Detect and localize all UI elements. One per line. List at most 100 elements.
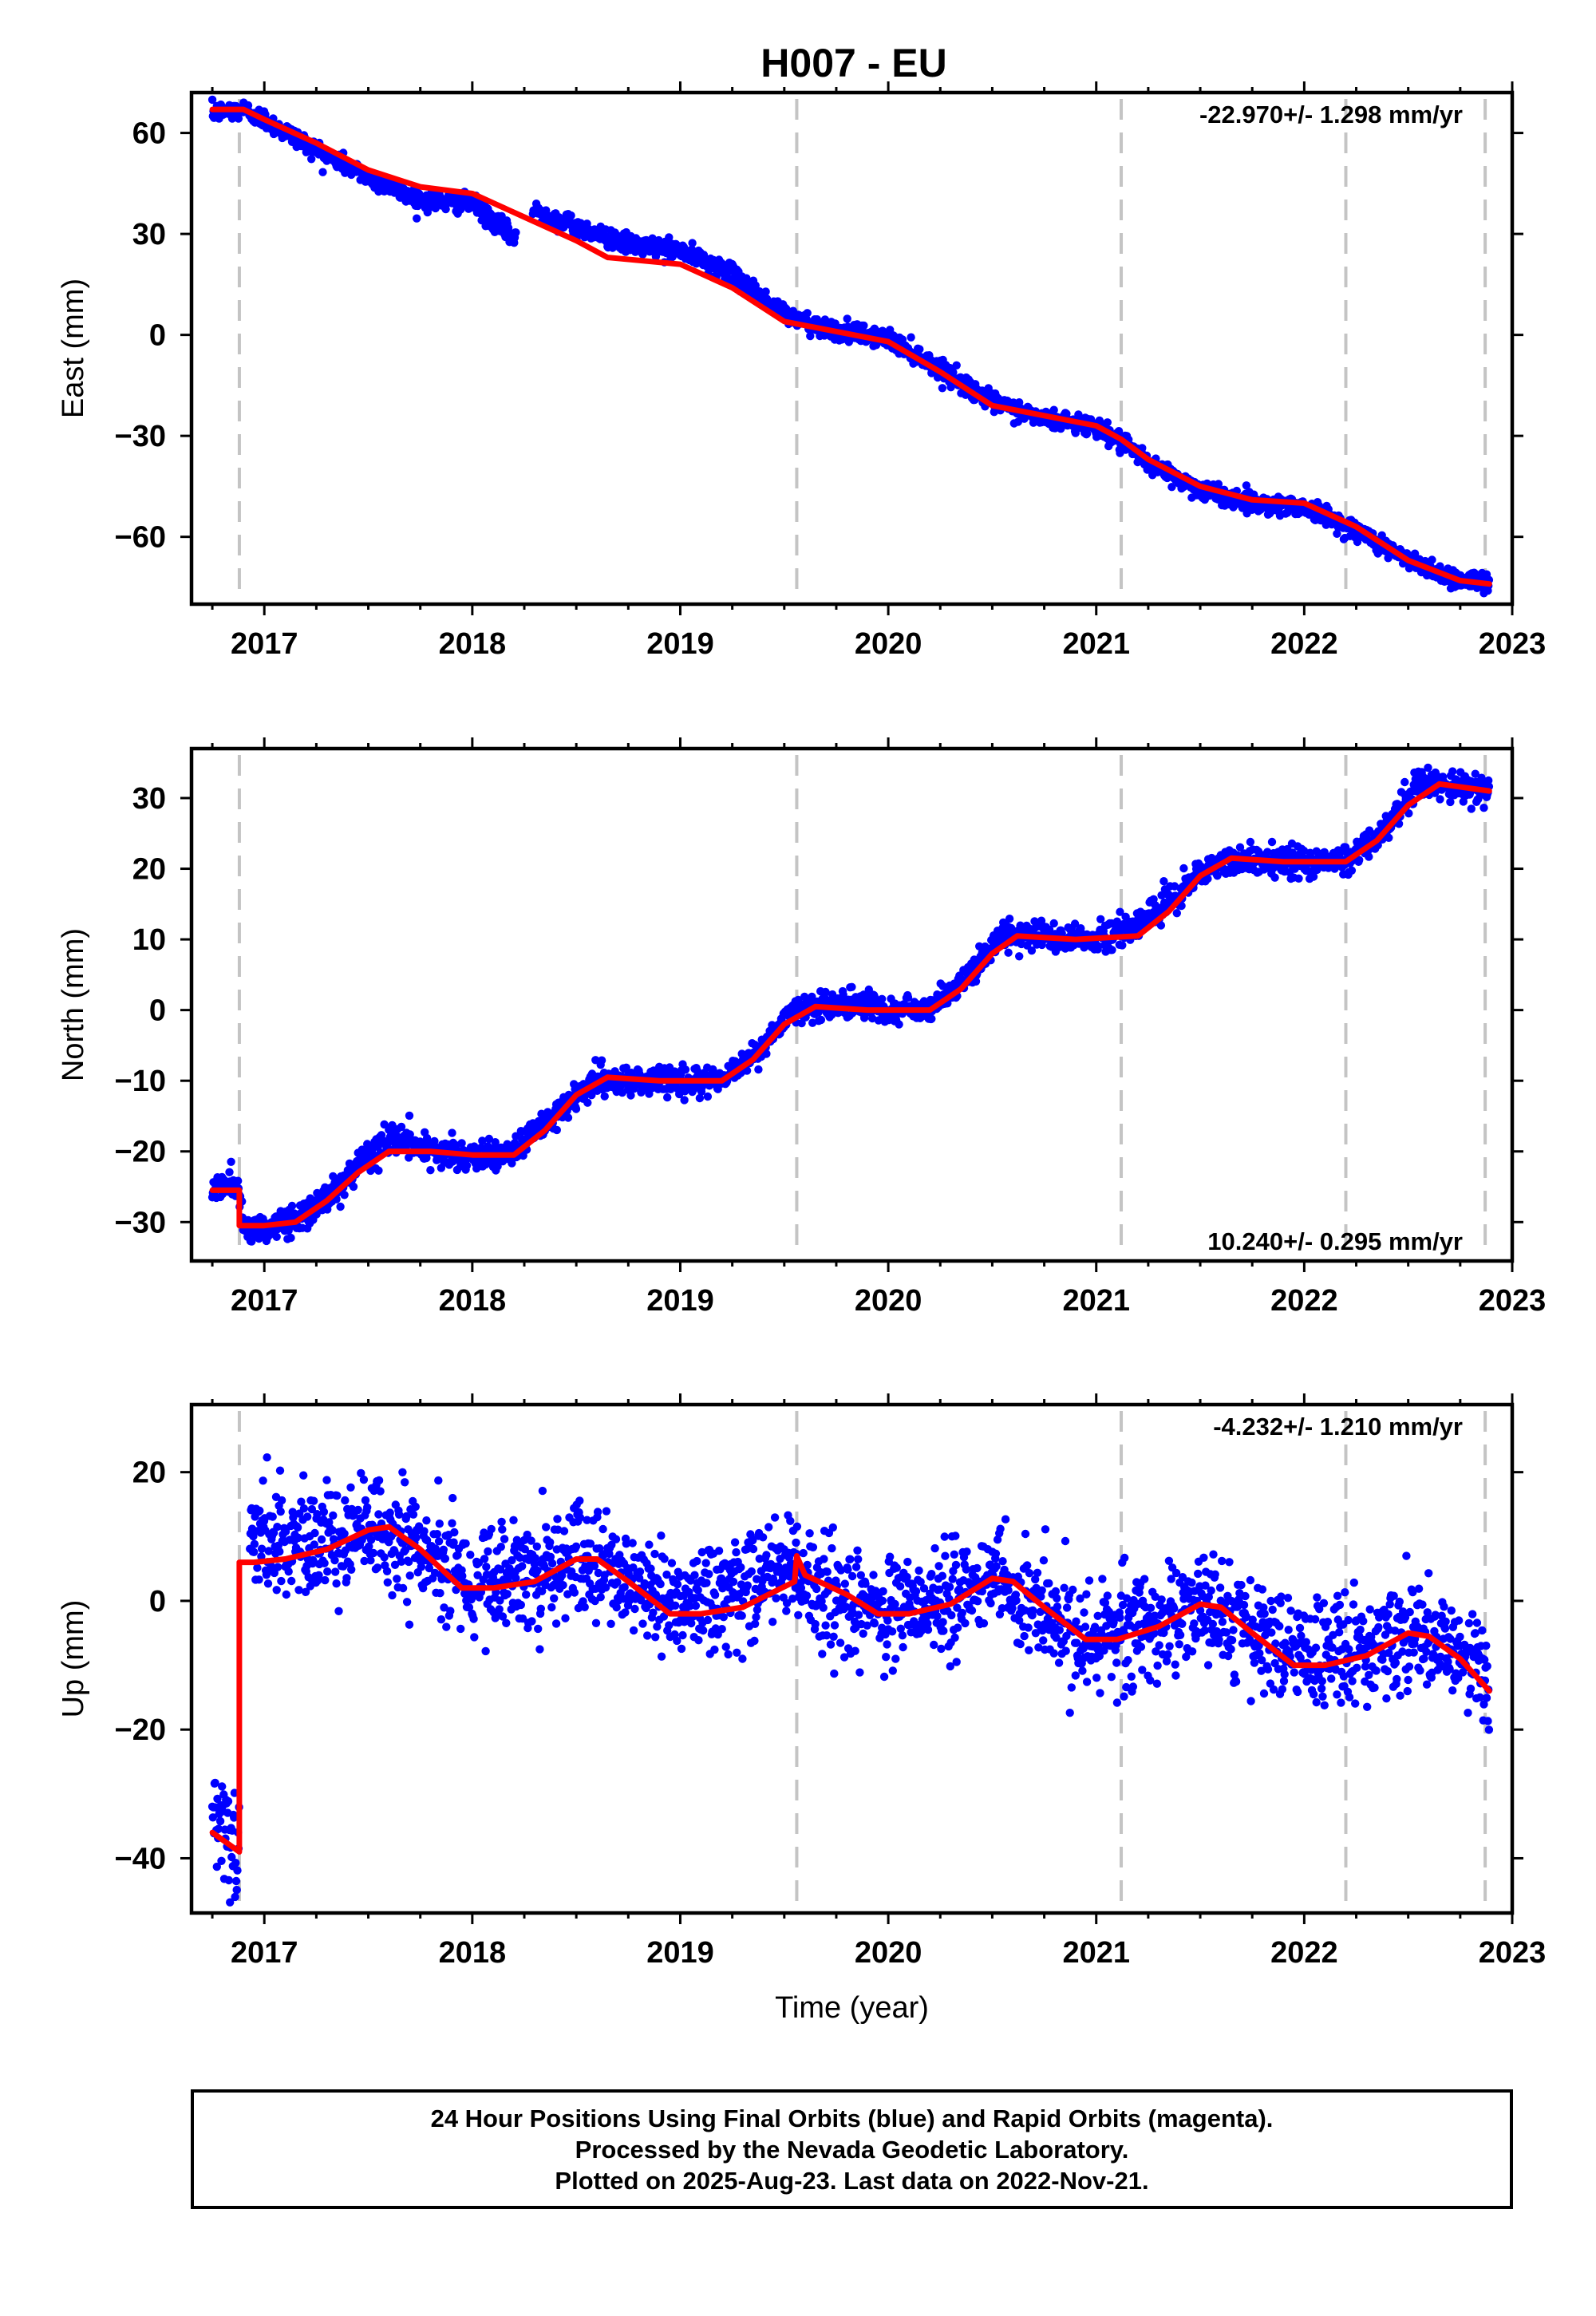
data-point bbox=[272, 1586, 281, 1595]
east-rate-label: -22.970+/- 1.298 mm/yr bbox=[1199, 101, 1463, 128]
data-point bbox=[938, 982, 947, 990]
data-point bbox=[363, 1503, 372, 1512]
x-tick-label: 2020 bbox=[855, 1284, 922, 1318]
x-tick-label: 2018 bbox=[439, 1284, 507, 1318]
data-point bbox=[1320, 848, 1329, 857]
up-panel: 2017 2018 2019 2020 2021 2022 2023200−20−40Up … bbox=[57, 1393, 1546, 2025]
data-point bbox=[388, 1591, 397, 1600]
y-tick-label: 10 bbox=[132, 923, 166, 957]
data-point bbox=[816, 1015, 826, 1025]
data-point bbox=[422, 1153, 431, 1163]
data-point bbox=[277, 1576, 286, 1586]
data-point bbox=[1288, 848, 1297, 857]
data-point bbox=[320, 1559, 329, 1568]
data-point bbox=[250, 1539, 259, 1549]
data-point bbox=[1177, 901, 1186, 911]
data-point bbox=[342, 1574, 351, 1583]
data-point bbox=[680, 1096, 689, 1105]
data-point bbox=[318, 168, 327, 176]
data-point bbox=[1096, 915, 1105, 924]
y-tick-label: −20 bbox=[115, 1136, 166, 1169]
data-point bbox=[319, 1508, 329, 1516]
data-point bbox=[272, 1232, 281, 1242]
data-point bbox=[333, 1491, 342, 1500]
data-point bbox=[264, 1547, 273, 1555]
figure-title: H007 - EU bbox=[760, 41, 946, 85]
data-point bbox=[1246, 837, 1255, 847]
data-point bbox=[484, 1134, 494, 1144]
x-tick-label: 2022 bbox=[1270, 627, 1338, 661]
data-point bbox=[347, 1565, 356, 1575]
data-point bbox=[1203, 874, 1212, 883]
data-point bbox=[411, 1502, 420, 1512]
data-point bbox=[340, 1191, 349, 1199]
data-point bbox=[878, 994, 887, 1004]
data-point bbox=[1263, 848, 1272, 856]
data-point bbox=[938, 384, 947, 393]
data-point bbox=[307, 155, 316, 164]
data-point bbox=[277, 1496, 286, 1505]
data-point bbox=[1213, 871, 1222, 880]
data-point bbox=[361, 1496, 370, 1505]
data-point bbox=[207, 95, 217, 105]
data-point bbox=[665, 233, 674, 242]
east-model-line bbox=[209, 106, 1492, 587]
x-tick-label: 2020 bbox=[855, 627, 922, 661]
data-point bbox=[1294, 874, 1303, 883]
data-point bbox=[448, 1128, 456, 1137]
data-point bbox=[949, 368, 958, 377]
x-tick-label: 2019 bbox=[646, 627, 714, 661]
data-point bbox=[374, 1510, 383, 1519]
data-point bbox=[349, 1182, 358, 1192]
y-tick-label: 0 bbox=[149, 994, 166, 1028]
data-point bbox=[380, 1553, 389, 1562]
data-point bbox=[230, 1813, 239, 1822]
data-point bbox=[567, 211, 575, 220]
data-point bbox=[401, 1478, 409, 1487]
data-point bbox=[1410, 549, 1420, 558]
data-point bbox=[276, 1507, 285, 1516]
data-point bbox=[297, 1497, 306, 1506]
data-point bbox=[1114, 427, 1124, 436]
data-point bbox=[405, 1557, 413, 1567]
data-point bbox=[1267, 837, 1277, 847]
data-point bbox=[808, 1018, 817, 1027]
y-tick-label: −60 bbox=[115, 521, 166, 555]
data-point bbox=[354, 1505, 362, 1515]
data-point bbox=[1108, 946, 1116, 954]
data-point bbox=[563, 1113, 573, 1122]
data-point bbox=[405, 1130, 414, 1139]
y-tick-label: −30 bbox=[115, 420, 166, 453]
data-point bbox=[214, 1824, 223, 1833]
east-panel: 2017 2018 2019 2020 2021 2022 202360300−30−60E… bbox=[57, 81, 1546, 661]
data-point bbox=[626, 1091, 635, 1100]
data-point bbox=[383, 1578, 392, 1587]
data-point bbox=[417, 1563, 426, 1571]
data-point bbox=[405, 1571, 414, 1580]
data-point bbox=[1333, 529, 1341, 538]
data-point bbox=[217, 1856, 226, 1865]
data-point bbox=[212, 1862, 221, 1871]
data-point bbox=[374, 1166, 383, 1176]
data-point bbox=[281, 1527, 290, 1536]
data-point bbox=[289, 1513, 298, 1522]
north-model-line bbox=[209, 781, 1492, 1229]
data-point bbox=[359, 1475, 369, 1484]
data-point bbox=[329, 1511, 338, 1520]
data-point bbox=[1049, 405, 1058, 414]
data-point bbox=[1235, 843, 1245, 852]
data-point bbox=[366, 1556, 375, 1565]
data-point bbox=[663, 1093, 672, 1102]
data-point bbox=[1448, 767, 1457, 776]
data-point bbox=[257, 1544, 267, 1553]
data-point bbox=[287, 1201, 297, 1211]
data-point bbox=[394, 1510, 404, 1520]
data-point bbox=[398, 1468, 407, 1477]
data-point bbox=[742, 1066, 752, 1075]
data-point bbox=[211, 1778, 219, 1788]
data-point bbox=[322, 1476, 331, 1484]
data-point bbox=[927, 1014, 936, 1023]
data-point bbox=[346, 1483, 355, 1492]
data-point bbox=[1446, 797, 1455, 807]
data-point bbox=[273, 1563, 282, 1571]
